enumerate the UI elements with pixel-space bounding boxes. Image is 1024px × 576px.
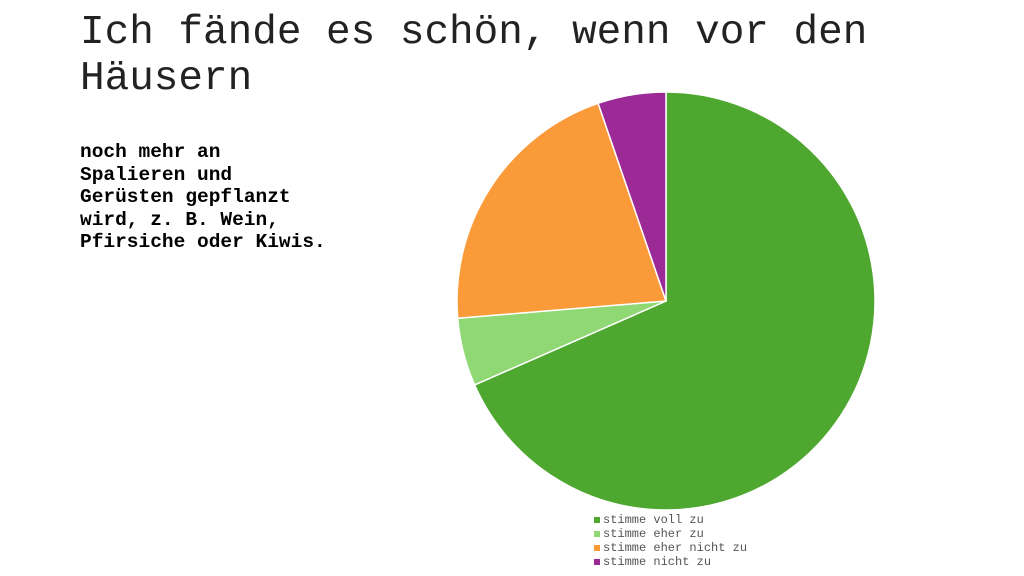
legend-swatch [594, 545, 600, 551]
pie-slice [456, 102, 668, 320]
subtitle-line: wird, z. B. Wein, [80, 208, 279, 231]
pie-slice [597, 91, 667, 302]
title-line: Häusern [80, 56, 253, 102]
subtitle-line: Gerüsten gepflanzt [80, 186, 291, 208]
legend-label: stimme eher nicht zu [603, 541, 747, 555]
legend-swatch [594, 531, 600, 537]
pie-slice [473, 91, 876, 511]
legend-swatch [594, 559, 600, 565]
slide-subtitle: noch mehr an Spalieren und Gerüsten gepfla… [80, 141, 326, 254]
subtitle-line: Pfirsiche oder Kiwis. [80, 231, 326, 253]
slide-title: Ich fände es schön, wenn vor den Häusern [80, 10, 867, 102]
legend-label: stimme voll zu [603, 513, 704, 527]
subtitle-line: Spalieren und [80, 163, 233, 186]
legend-label: stimme eher zu [603, 527, 704, 541]
legend-label: stimme nicht zu [603, 555, 711, 569]
title-line: Ich fände es schön, wenn vor den [80, 10, 868, 56]
subtitle-line: noch mehr an [80, 141, 221, 163]
legend-swatch [594, 517, 600, 523]
